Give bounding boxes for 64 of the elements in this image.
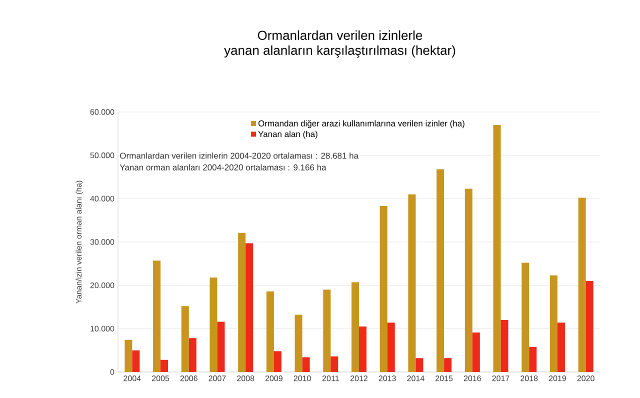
annotation: Ormanlardan verilen izinlerin 2004-2020 ortalaması : 28.681 ha [120,152,359,159]
bar [493,125,501,372]
x-tick-label: 2015 [436,376,453,382]
bar [266,291,274,372]
x-tick-label: 2007 [208,376,226,382]
x-tick-label: 2011 [322,376,339,382]
chart-title: Ormanlardan verilen izinlerle yanan alanların karşılaştırılması (hektar) [224,30,456,58]
bar [550,275,558,372]
bar [557,322,565,372]
bar [500,320,508,372]
y-tick-label: 60.000 [90,109,114,115]
bar [444,358,452,372]
bar [217,322,225,372]
bar [330,356,338,372]
bar [472,332,480,372]
bar [160,360,168,372]
bar [380,206,388,372]
bar [352,282,359,372]
bar [586,280,594,372]
bar [529,346,537,372]
bar [408,194,416,372]
bar [181,306,189,372]
bar [246,243,254,372]
y-axis-title: Yanan/izin verilen orman alanı (ha) [76,180,84,304]
bar [294,314,302,372]
bar [274,351,282,372]
bar [238,232,246,372]
y-tick-label: 50.000 [90,152,114,158]
annotation: Yanan orman alanları 2004-2020 ortalaması : 9.166 ha [120,164,326,170]
x-tick-label: 2013 [378,376,396,382]
x-tick-label: 2019 [548,376,566,382]
x-tick-label: 2018 [520,376,538,382]
bar [436,169,444,372]
y-tick-label: 0 [110,369,114,375]
bar [359,326,366,372]
x-tick-label: 2017 [492,376,510,382]
legend-label: Ormandan diğer arazi kullanımlarına verilen izinler (ha) [258,120,464,128]
bar [416,358,424,372]
bar [153,260,161,372]
bar [323,290,331,372]
x-tick-label: 2008 [237,376,254,382]
x-tick-label: 2006 [180,376,198,382]
bar [464,188,472,372]
y-tick-label: 20.000 [90,282,114,288]
y-tick-label: 40.000 [90,196,114,202]
x-tick-label: 2016 [464,376,481,382]
x-tick-label: 2004 [124,376,141,382]
y-tick-label: 10.000 [90,326,114,332]
legend-label: Yanan alan (ha) [258,130,318,139]
x-tick-label: 2020 [577,376,594,382]
bar [578,198,586,372]
y-tick-label: 30.000 [90,239,114,245]
bar [132,350,140,372]
x-tick-label: 2005 [152,376,170,382]
bar [188,338,196,372]
bar [124,340,132,372]
x-tick-label: 2012 [350,376,368,382]
bar [210,278,218,372]
bar [387,322,395,372]
x-tick-label: 2014 [407,376,424,382]
bar [522,262,530,372]
x-tick-label: 2009 [265,376,282,382]
x-tick-label: 2010 [294,376,311,382]
bar [302,357,310,372]
